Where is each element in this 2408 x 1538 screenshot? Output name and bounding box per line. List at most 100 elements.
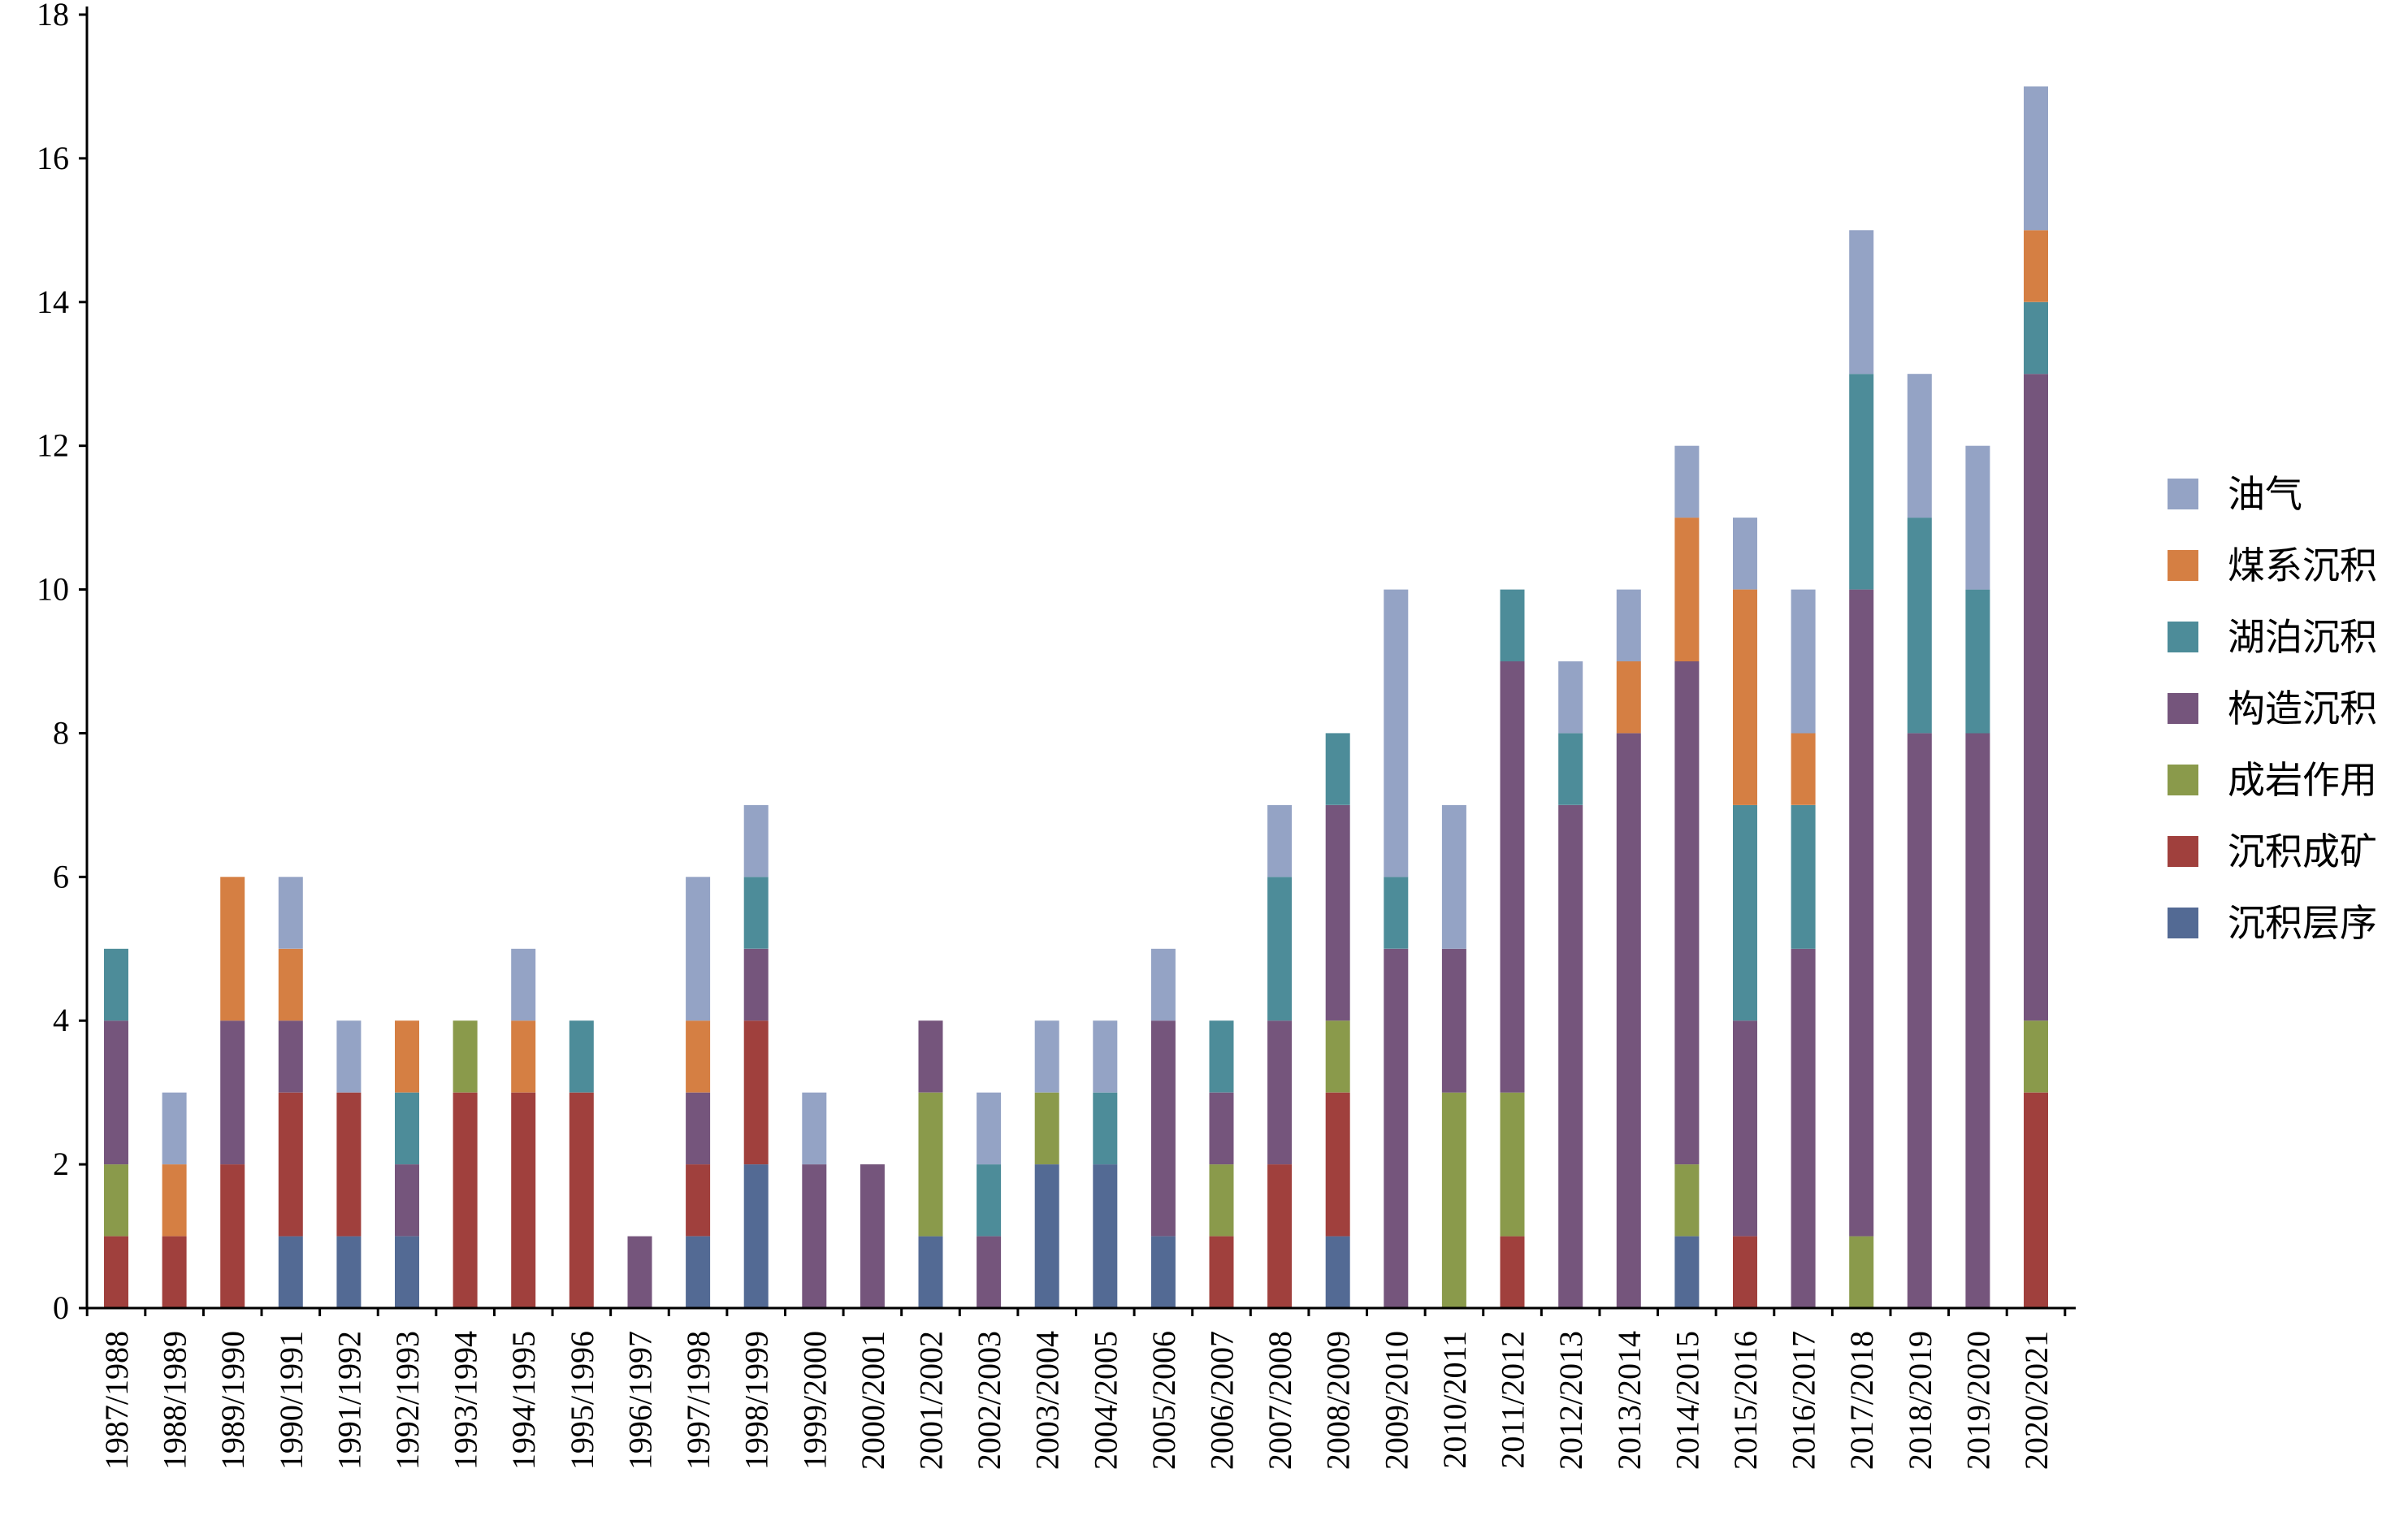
bar-2006-2007-series-2 xyxy=(1209,1164,1234,1237)
bar-2015-2016-series-3 xyxy=(1733,1020,1757,1237)
bar-1989-1990-series-3 xyxy=(220,1020,245,1165)
bar-2014-2015-series-3 xyxy=(1674,661,1700,1165)
bar-1999-2000-series-6 xyxy=(802,1092,827,1165)
bar-1987-1988-series-2 xyxy=(104,1164,128,1237)
bar-2019-2020-series-6 xyxy=(1965,445,1990,590)
bar-1993-1994-series-2 xyxy=(453,1020,478,1093)
x-tick-label: 1989/1990 xyxy=(214,1331,251,1470)
bar-2002-2003-series-4 xyxy=(977,1164,1002,1237)
bar-1997-1998-series-1 xyxy=(686,1164,711,1237)
bar-1987-1988-series-4 xyxy=(104,948,128,1021)
x-tick-label: 2009/2010 xyxy=(1378,1331,1414,1470)
x-tick-label: 2003/2004 xyxy=(1029,1331,1066,1470)
legend-label: 成岩作用 xyxy=(2228,758,2377,802)
bar-2001-2002-series-0 xyxy=(918,1236,943,1308)
bar-2012-2013-series-4 xyxy=(1558,733,1583,805)
bar-2005-2006-series-0 xyxy=(1150,1236,1176,1308)
bar-2007-2008-series-1 xyxy=(1267,1164,1293,1308)
bar-1991-1992-series-1 xyxy=(336,1092,362,1237)
bar-2010-2011-series-3 xyxy=(1441,948,1466,1093)
bar-2004-2005-series-0 xyxy=(1093,1164,1118,1308)
bar-2012-2013-series-3 xyxy=(1558,804,1583,1308)
bar-2020-2021-series-1 xyxy=(2024,1092,2048,1308)
bar-2006-2007-series-1 xyxy=(1209,1236,1234,1308)
bar-2020-2021-series-2 xyxy=(2024,1020,2048,1093)
bar-1992-1993-series-0 xyxy=(395,1236,419,1308)
x-tick-label: 2008/2009 xyxy=(1320,1331,1357,1470)
x-tick-label: 2018/2019 xyxy=(1902,1331,1938,1470)
bar-2004-2005-series-6 xyxy=(1093,1020,1118,1093)
bar-2008-2009-series-4 xyxy=(1325,733,1350,805)
legend-label: 油气 xyxy=(2228,472,2302,516)
bar-2004-2005-series-4 xyxy=(1093,1092,1118,1165)
bar-2002-2003-series-6 xyxy=(977,1092,1002,1165)
x-tick-label: 2020/2021 xyxy=(2018,1331,2055,1470)
bar-2016-2017-series-4 xyxy=(1791,804,1816,949)
bar-2020-2021-series-3 xyxy=(2024,374,2048,1021)
bar-2015-2016-series-4 xyxy=(1733,804,1757,1021)
bar-1991-1992-series-6 xyxy=(336,1020,362,1093)
bar-2007-2008-series-4 xyxy=(1267,877,1293,1021)
legend-swatch xyxy=(2168,693,2198,724)
x-tick-label: 2014/2015 xyxy=(1669,1331,1705,1470)
bar-2017-2018-series-2 xyxy=(1849,1236,1874,1308)
bar-1990-1991-series-3 xyxy=(278,1020,303,1093)
bar-2014-2015-series-6 xyxy=(1674,445,1700,518)
bar-2009-2010-series-4 xyxy=(1384,877,1409,949)
x-tick-label: 1995/1996 xyxy=(564,1331,600,1470)
bar-2010-2011-series-2 xyxy=(1441,1092,1466,1308)
y-tick-label: 4 xyxy=(53,1002,69,1038)
legend-label: 沉积成矿 xyxy=(2228,830,2377,873)
x-tick-label: 2011/2012 xyxy=(1495,1331,1531,1469)
x-tick-label: 2006/2007 xyxy=(1204,1331,1241,1470)
legend-swatch xyxy=(2168,550,2198,581)
bar-2016-2017-series-5 xyxy=(1791,733,1816,805)
bar-2008-2009-series-1 xyxy=(1325,1092,1350,1237)
bar-2014-2015-series-5 xyxy=(1674,518,1700,661)
bar-2005-2006-series-6 xyxy=(1150,948,1176,1021)
bar-2019-2020-series-3 xyxy=(1965,733,1990,1308)
bar-2003-2004-series-0 xyxy=(1034,1164,1059,1308)
bar-2010-2011-series-6 xyxy=(1441,804,1466,949)
x-tick-label: 2002/2003 xyxy=(971,1331,1007,1470)
bar-1992-1993-series-5 xyxy=(395,1020,419,1093)
x-tick-label: 1991/1992 xyxy=(331,1331,367,1470)
bar-1988-1989-series-5 xyxy=(162,1164,187,1237)
bar-2013-2014-series-3 xyxy=(1616,733,1641,1308)
bar-1998-1999-series-1 xyxy=(743,1020,769,1165)
bar-2014-2015-series-0 xyxy=(1674,1236,1700,1308)
x-tick-label: 2004/2005 xyxy=(1087,1331,1124,1470)
y-tick-label: 18 xyxy=(37,0,69,32)
legend-label: 沉积层序 xyxy=(2228,901,2377,945)
bar-2011-2012-series-3 xyxy=(1500,661,1525,1093)
x-tick-label: 1998/1999 xyxy=(738,1331,775,1470)
bar-2003-2004-series-2 xyxy=(1034,1092,1059,1165)
bar-2013-2014-series-5 xyxy=(1616,661,1641,734)
bar-2011-2012-series-1 xyxy=(1500,1236,1525,1308)
y-tick-label: 8 xyxy=(53,714,69,751)
bar-2016-2017-series-3 xyxy=(1791,948,1816,1308)
x-tick-label: 2007/2008 xyxy=(1262,1331,1298,1470)
bar-1989-1990-series-5 xyxy=(220,877,245,1021)
bar-2008-2009-series-2 xyxy=(1325,1020,1350,1093)
bar-2014-2015-series-2 xyxy=(1674,1164,1700,1237)
bar-1998-1999-series-3 xyxy=(743,948,769,1021)
bar-1990-1991-series-5 xyxy=(278,948,303,1021)
bar-2002-2003-series-3 xyxy=(977,1236,1002,1308)
bar-1995-1996-series-1 xyxy=(569,1092,594,1308)
legend-label: 湖泊沉积 xyxy=(2228,615,2377,659)
x-tick-label: 1994/1995 xyxy=(505,1331,542,1470)
bar-1995-1996-series-4 xyxy=(569,1020,594,1093)
bar-2017-2018-series-3 xyxy=(1849,589,1874,1237)
bar-1994-1995-series-5 xyxy=(511,1020,536,1093)
legend-label: 煤系沉积 xyxy=(2228,544,2377,587)
y-tick-label: 6 xyxy=(53,858,69,895)
bar-1998-1999-series-4 xyxy=(743,877,769,949)
bar-1991-1992-series-0 xyxy=(336,1236,362,1308)
bar-2001-2002-series-3 xyxy=(918,1020,943,1093)
bar-2013-2014-series-6 xyxy=(1616,589,1641,661)
y-tick-label: 2 xyxy=(53,1146,69,1182)
legend-label: 构造沉积 xyxy=(2228,687,2377,730)
